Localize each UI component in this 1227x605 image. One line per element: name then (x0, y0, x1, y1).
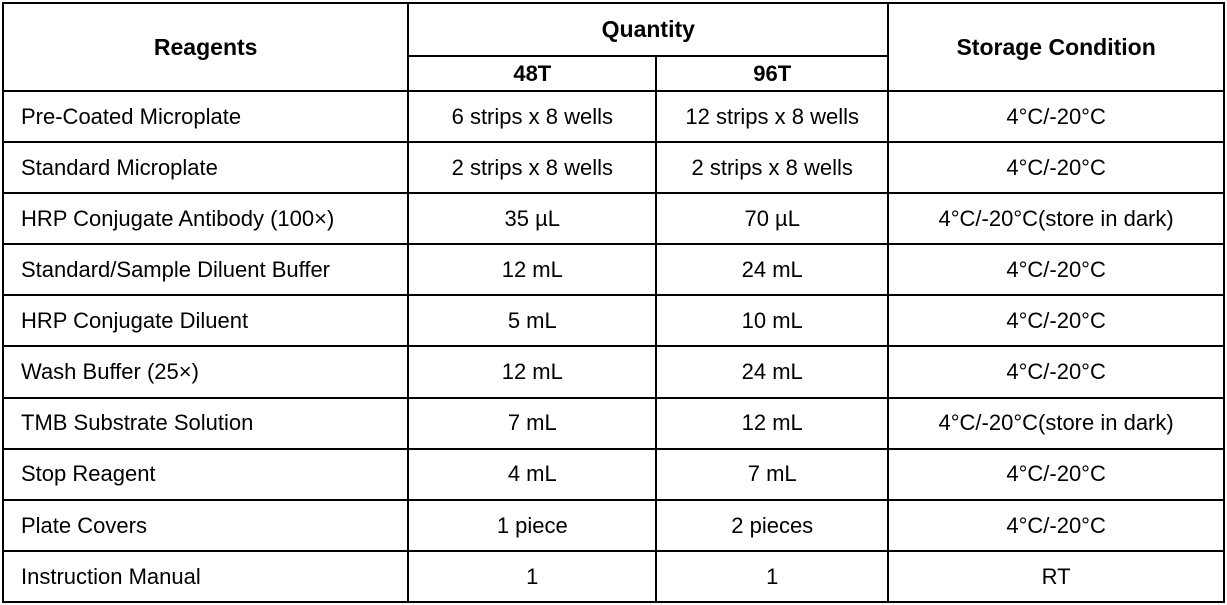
quantity-48t: 6 strips x 8 wells (407, 89, 658, 144)
quantity-48t: 12 mL (407, 243, 658, 297)
reagent-name: Stop Reagent (1, 447, 410, 501)
table-row: Stop Reagent 4 mL 7 mL 4°C/-20°C (1, 447, 1225, 501)
reagent-name: TMB Substrate Solution (1, 396, 410, 450)
table-row: Wash Buffer (25×) 12 mL 24 mL 4°C/-20°C (1, 345, 1225, 399)
header-reagents: Reagents (1, 2, 410, 92)
quantity-96t: 24 mL (655, 243, 890, 297)
storage-condition: 4°C/-20°C (887, 498, 1225, 552)
quantity-48t: 12 mL (407, 345, 658, 399)
quantity-96t: 2 pieces (655, 498, 890, 552)
table-row: Instruction Manual 1 1 RT (1, 549, 1225, 604)
header-storage-condition: Storage Condition (887, 2, 1225, 92)
reagent-name: Standard Microplate (1, 141, 410, 195)
reagent-name: Plate Covers (1, 498, 410, 552)
storage-condition: 4°C/-20°C (887, 447, 1225, 501)
reagent-name: HRP Conjugate Diluent (1, 294, 410, 348)
storage-condition: 4°C/-20°C (887, 141, 1225, 195)
storage-condition: 4°C/-20°C(store in dark) (887, 192, 1225, 246)
quantity-48t: 5 mL (407, 294, 658, 348)
quantity-96t: 70 µL (655, 192, 890, 246)
quantity-48t: 7 mL (407, 396, 658, 450)
reagent-name: Pre-Coated Microplate (1, 89, 410, 144)
quantity-96t: 12 strips x 8 wells (655, 89, 890, 144)
header-quantity: Quantity (407, 2, 890, 57)
table-row: Pre-Coated Microplate 6 strips x 8 wells… (1, 89, 1225, 144)
table-row: Standard/Sample Diluent Buffer 12 mL 24 … (1, 243, 1225, 297)
reagent-name: Instruction Manual (1, 549, 410, 604)
quantity-48t: 1 piece (407, 498, 658, 552)
quantity-48t: 1 (407, 549, 658, 604)
storage-condition: RT (887, 549, 1225, 604)
table-row: Plate Covers 1 piece 2 pieces 4°C/-20°C (1, 498, 1225, 552)
quantity-96t: 12 mL (655, 396, 890, 450)
header-row-top: Reagents Quantity Storage Condition (1, 2, 1225, 92)
storage-condition: 4°C/-20°C(store in dark) (887, 396, 1225, 450)
quantity-96t: 24 mL (655, 345, 890, 399)
quantity-48t: 4 mL (407, 447, 658, 501)
quantity-48t: 35 µL (407, 192, 658, 246)
table-row: HRP Conjugate Diluent 5 mL 10 mL 4°C/-20… (1, 294, 1225, 348)
storage-condition: 4°C/-20°C (887, 294, 1225, 348)
reagent-name: HRP Conjugate Antibody (100×) (1, 192, 410, 246)
quantity-96t: 10 mL (655, 294, 890, 348)
quantity-96t: 2 strips x 8 wells (655, 141, 890, 195)
reagent-name: Wash Buffer (25×) (1, 345, 410, 399)
reagent-name: Standard/Sample Diluent Buffer (1, 243, 410, 297)
storage-condition: 4°C/-20°C (887, 89, 1225, 144)
table-row: HRP Conjugate Antibody (100×) 35 µL 70 µ… (1, 192, 1225, 246)
storage-condition: 4°C/-20°C (887, 345, 1225, 399)
header-96t: 96T (655, 55, 890, 92)
header-48t: 48T (407, 55, 658, 92)
table-row: Standard Microplate 2 strips x 8 wells 2… (1, 141, 1225, 195)
storage-condition: 4°C/-20°C (887, 243, 1225, 297)
quantity-48t: 2 strips x 8 wells (407, 141, 658, 195)
quantity-96t: 1 (655, 549, 890, 604)
header-row-sub: 48T 96T (3, 55, 1224, 92)
table-row: TMB Substrate Solution 7 mL 12 mL 4°C/-2… (1, 396, 1225, 450)
quantity-96t: 7 mL (655, 447, 890, 501)
